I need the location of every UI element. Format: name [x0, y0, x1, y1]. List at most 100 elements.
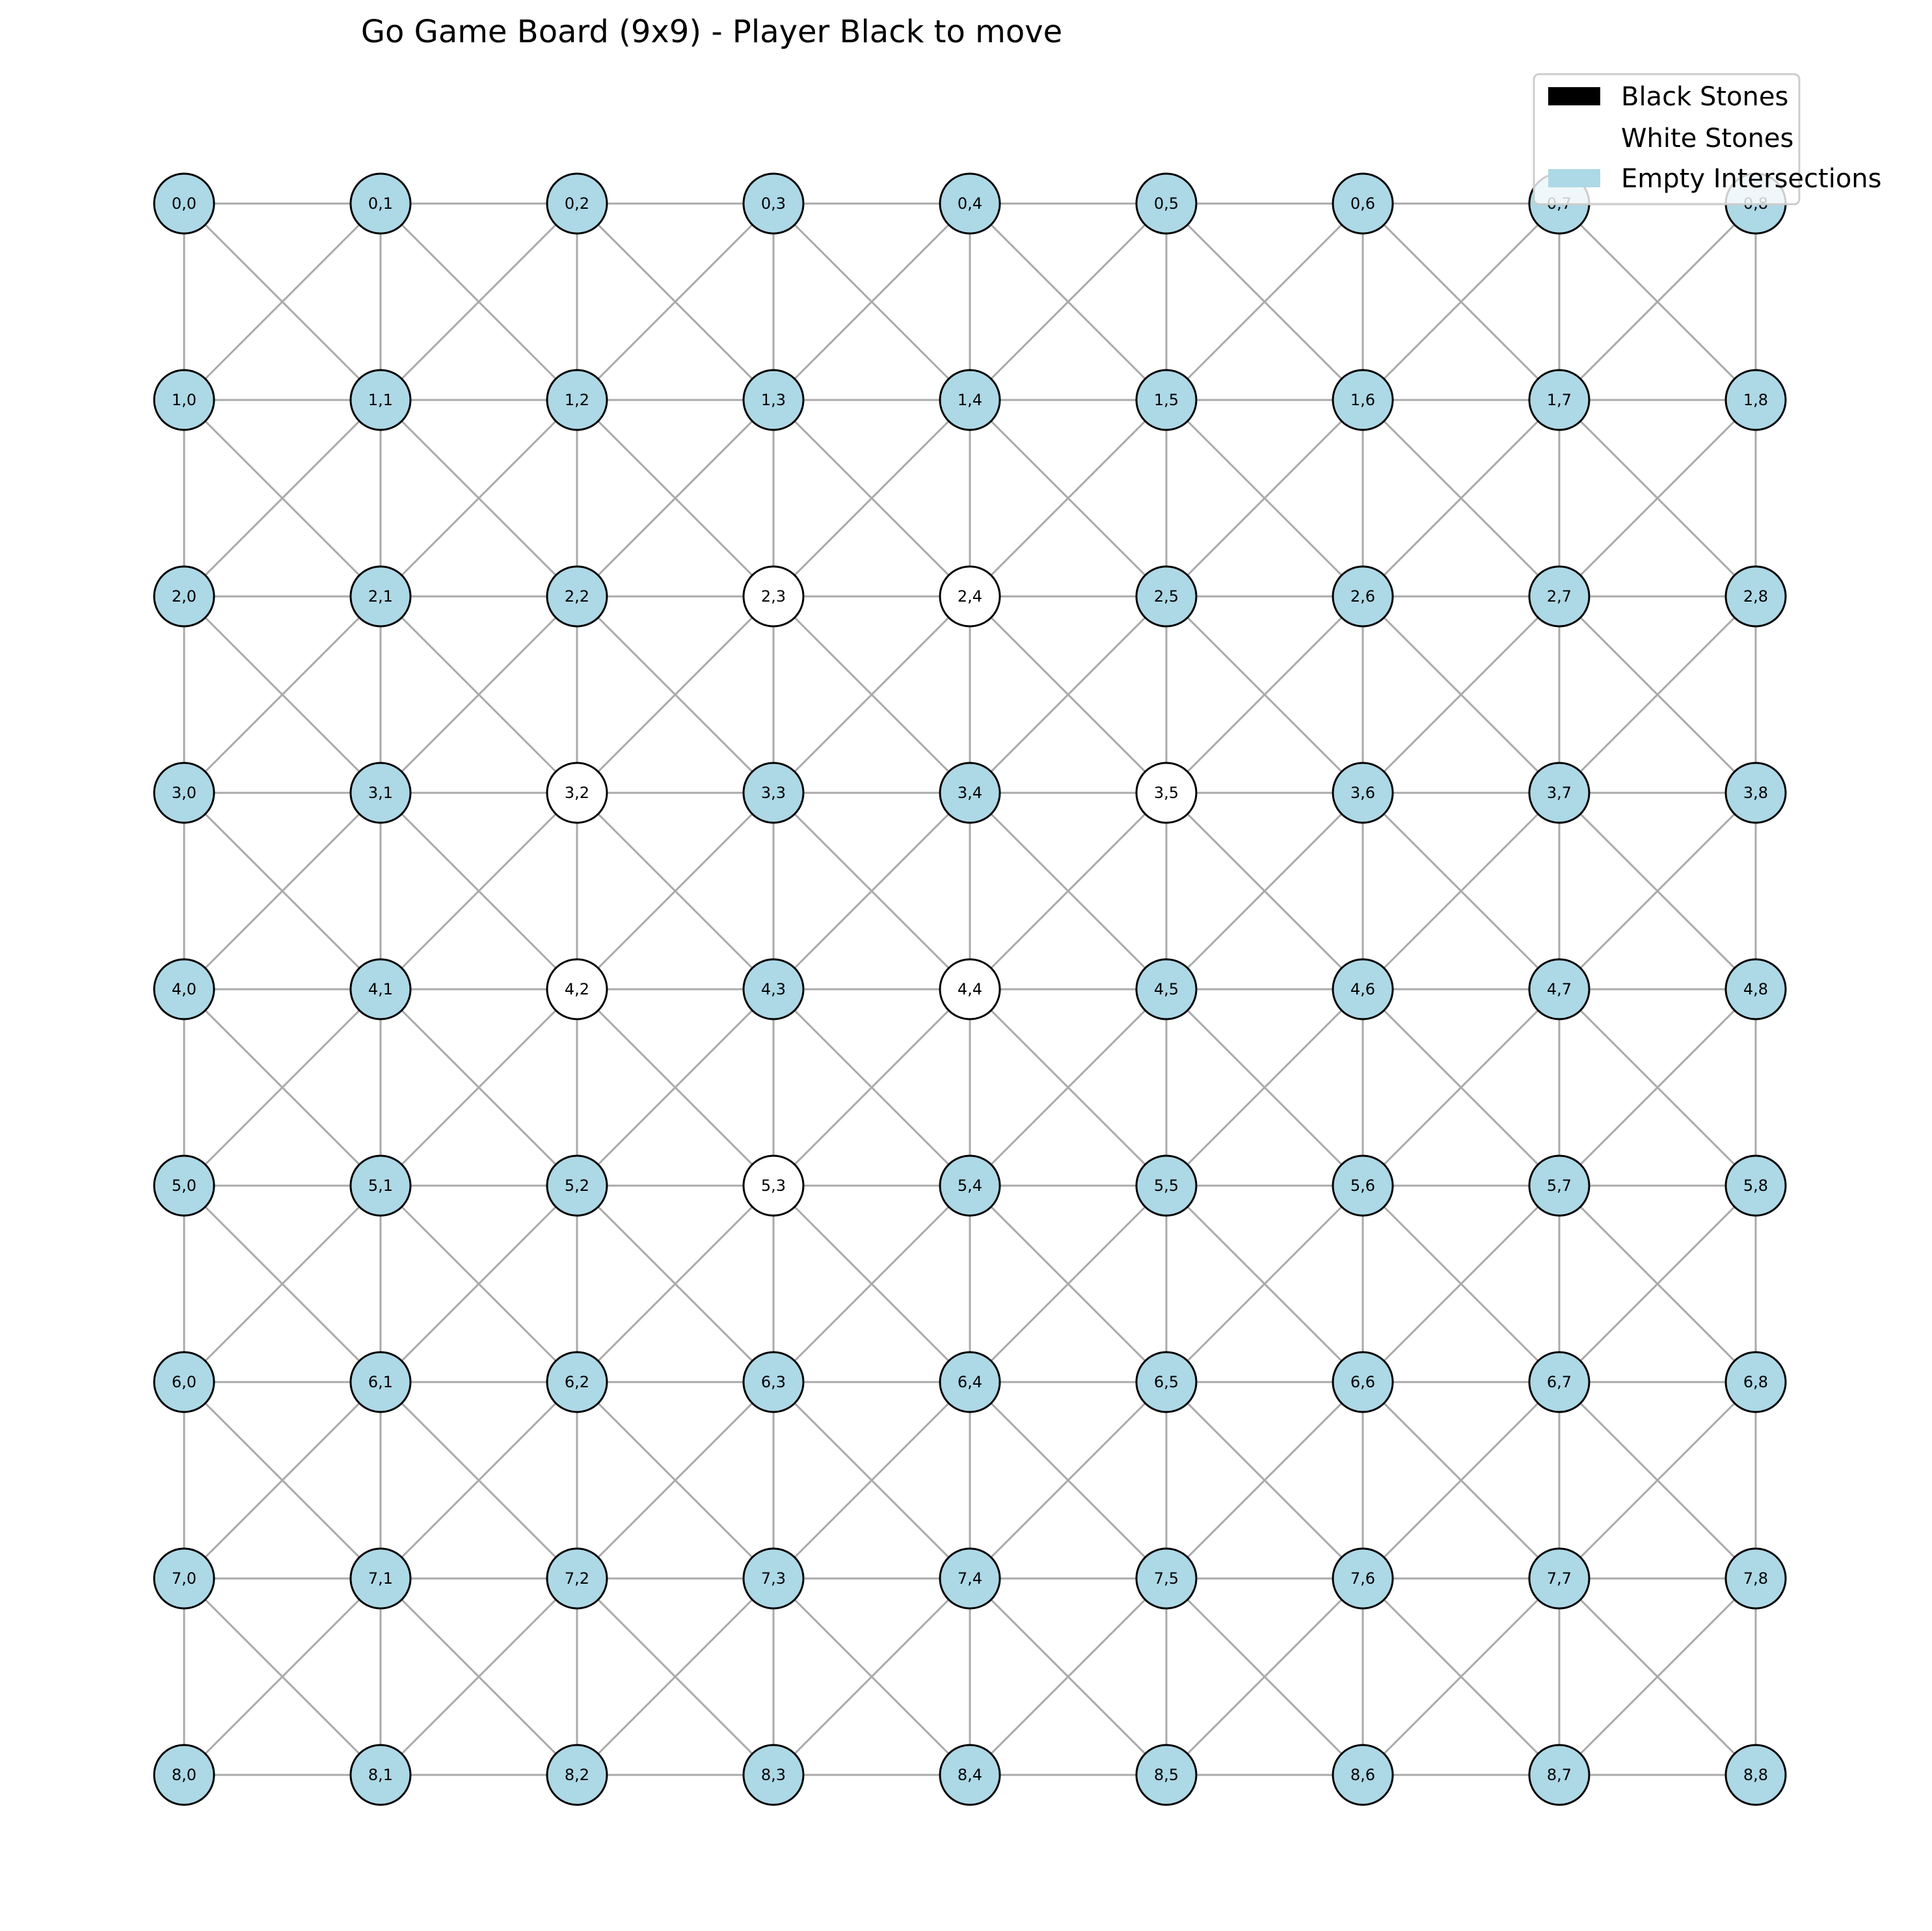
- empty-intersection: [1528, 958, 1590, 1020]
- intersection-label: 1,0: [172, 391, 196, 409]
- empty-intersection: [1528, 369, 1590, 431]
- empty-intersection: [1135, 1351, 1198, 1413]
- edge-diagonal: [576, 1381, 775, 1580]
- empty-intersection: [1135, 1744, 1198, 1806]
- empty-intersection: [1724, 958, 1787, 1020]
- intersection-label: 8,1: [368, 1766, 393, 1784]
- edge-diagonal: [1558, 1577, 1757, 1776]
- empty-intersection: [1528, 1351, 1590, 1413]
- edge-diagonal: [1165, 1184, 1364, 1383]
- intersection-label: 5,5: [1154, 1177, 1179, 1195]
- empty-intersection: [1332, 1744, 1394, 1806]
- empty-intersection: [1135, 565, 1198, 628]
- empty-intersection: [546, 369, 608, 431]
- empty-intersection: [939, 1547, 1001, 1610]
- empty-intersection: [1724, 1744, 1787, 1806]
- empty-intersection: [939, 172, 1001, 235]
- edge-diagonal: [969, 595, 1168, 794]
- edge-diagonal: [379, 1577, 578, 1776]
- empty-intersection: [1332, 1154, 1394, 1217]
- edge-diagonal: [1165, 1577, 1364, 1776]
- empty-intersection: [1528, 565, 1590, 628]
- intersection-label: 2,2: [565, 587, 589, 606]
- intersection-label: 5,6: [1350, 1177, 1375, 1195]
- edge-diagonal: [772, 595, 971, 794]
- empty-intersection: [1332, 172, 1394, 235]
- edge-diagonal: [1362, 1381, 1561, 1580]
- edge-diagonal: [1165, 399, 1364, 598]
- intersection-label: 0,2: [565, 194, 589, 213]
- intersection-label: 3,4: [958, 784, 982, 802]
- edge-diagonal: [379, 1184, 578, 1383]
- intersection-label: 8,5: [1154, 1766, 1179, 1784]
- empty-intersection: [349, 565, 412, 628]
- legend: Black Stones White Stones Empty Intersec…: [1533, 73, 1882, 206]
- legend-white-label: White Stones: [1621, 124, 1793, 153]
- edge-diagonal: [969, 988, 1168, 1187]
- intersection-label: 3,6: [1350, 784, 1375, 802]
- empty-intersection: [153, 565, 215, 628]
- intersection-label: 4,7: [1547, 980, 1572, 998]
- empty-intersection: [742, 958, 805, 1020]
- intersection-label: 3,8: [1743, 784, 1768, 802]
- intersection-label: 4,1: [368, 980, 393, 998]
- edge-diagonal: [576, 399, 775, 598]
- empty-intersection: [1528, 762, 1590, 824]
- intersection-label: 6,8: [1743, 1373, 1768, 1391]
- intersection-label: 1,6: [1350, 391, 1375, 409]
- intersection-label: 1,1: [368, 391, 393, 409]
- empty-intersection: [546, 1547, 608, 1610]
- edge-diagonal: [1362, 1184, 1561, 1383]
- intersection-label: 7,0: [172, 1569, 196, 1588]
- edge-diagonal: [1362, 202, 1561, 401]
- empty-intersection: [153, 1744, 215, 1806]
- intersection-label: 4,0: [172, 980, 196, 998]
- white-stone: [742, 565, 805, 628]
- empty-intersection: [153, 369, 215, 431]
- intersection-label: 8,4: [958, 1766, 982, 1784]
- edge-diagonal: [969, 1577, 1168, 1776]
- intersection-label: 5,1: [368, 1177, 393, 1195]
- intersection-label: 6,1: [368, 1373, 393, 1391]
- edge-layer: [183, 202, 1757, 1776]
- edge-diagonal: [576, 988, 775, 1187]
- edge-diagonal: [183, 1381, 382, 1580]
- intersection-label: 7,3: [761, 1569, 786, 1588]
- empty-intersection: [349, 172, 412, 235]
- edge-diagonal: [1165, 1381, 1364, 1580]
- intersection-label: 1,5: [1154, 391, 1179, 409]
- empty-intersection: [349, 1744, 412, 1806]
- edge-diagonal: [183, 595, 382, 794]
- empty-intersection: [939, 369, 1001, 431]
- empty-intersection: [939, 762, 1001, 824]
- intersection-label: 2,6: [1350, 587, 1375, 606]
- empty-intersection: [153, 1547, 215, 1610]
- empty-intersection: [1332, 1351, 1394, 1413]
- intersection-label: 7,1: [368, 1569, 393, 1588]
- edge-diagonal: [969, 792, 1168, 991]
- intersection-label: 2,0: [172, 587, 196, 606]
- intersection-label: 6,2: [565, 1373, 589, 1391]
- empty-intersection: [939, 1351, 1001, 1413]
- intersection-label: 1,3: [761, 391, 786, 409]
- empty-intersection: [1135, 369, 1198, 431]
- intersection-label: 0,4: [958, 194, 982, 213]
- edge-diagonal: [1362, 988, 1561, 1187]
- empty-intersection: [1332, 565, 1394, 628]
- edge-diagonal: [183, 792, 382, 991]
- edge-diagonal: [1558, 1184, 1757, 1383]
- empty-intersection: [1528, 1547, 1590, 1610]
- intersection-label: 1,4: [958, 391, 982, 409]
- edge-diagonal: [379, 399, 578, 598]
- intersection-label: 0,5: [1154, 194, 1179, 213]
- empty-intersection: [546, 1154, 608, 1217]
- empty-intersection: [349, 1154, 412, 1217]
- empty-intersection: [939, 1154, 1001, 1217]
- empty-intersection: [1724, 1547, 1787, 1610]
- edge-diagonal: [1558, 988, 1757, 1187]
- edge-diagonal: [1558, 202, 1757, 401]
- legend-empty-swatch: [1548, 169, 1600, 187]
- intersection-label: 3,5: [1154, 784, 1179, 802]
- white-stone: [1135, 762, 1198, 824]
- empty-intersection: [349, 1547, 412, 1610]
